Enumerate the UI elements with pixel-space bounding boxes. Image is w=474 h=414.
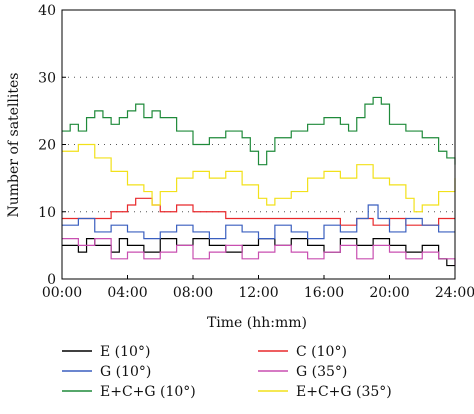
legend-label: E (10°) <box>100 344 150 360</box>
x-axis-ticks: 00:00 04:00 08:00 12:00 16:00 20:00 24:00 <box>42 275 474 301</box>
legend-label: C (10°) <box>296 344 347 360</box>
y-axis-label: Number of satellites <box>6 73 22 218</box>
legend: E (10°) C (10°) G (10°) G (35°) E+C+G (10°) E… <box>62 344 392 400</box>
x-tick-label: 12:00 <box>238 285 278 301</box>
series-lines <box>62 96 456 267</box>
y-tick-label: 30 <box>38 70 56 86</box>
x-tick-label: 00:00 <box>42 285 82 301</box>
series-line-2 <box>62 204 455 240</box>
y-tick-label: 0 <box>47 272 56 288</box>
series-line-3 <box>62 238 456 266</box>
x-tick-label: 16:00 <box>304 285 344 301</box>
x-tick-label: 08:00 <box>173 285 213 301</box>
x-tick-label: 24:00 <box>435 285 474 301</box>
series-line-0 <box>62 238 455 267</box>
y-tick-label: 10 <box>38 205 56 221</box>
legend-label: E+C+G (10°) <box>100 384 196 400</box>
y-tick-label: 40 <box>38 3 56 19</box>
x-axis-label: Time (hh:mm) <box>207 315 307 331</box>
y-axis-ticks: 0 10 20 30 40 <box>38 3 66 288</box>
x-tick-label: 20:00 <box>369 285 409 301</box>
series-line-5 <box>62 143 456 213</box>
legend-label: G (10°) <box>100 364 151 380</box>
y-tick-label: 20 <box>38 138 56 154</box>
series-line-1 <box>62 197 455 226</box>
series-line-4 <box>62 96 456 166</box>
legend-label: G (35°) <box>296 364 347 380</box>
legend-label: E+C+G (35°) <box>296 384 392 400</box>
x-tick-label: 04:00 <box>107 285 147 301</box>
